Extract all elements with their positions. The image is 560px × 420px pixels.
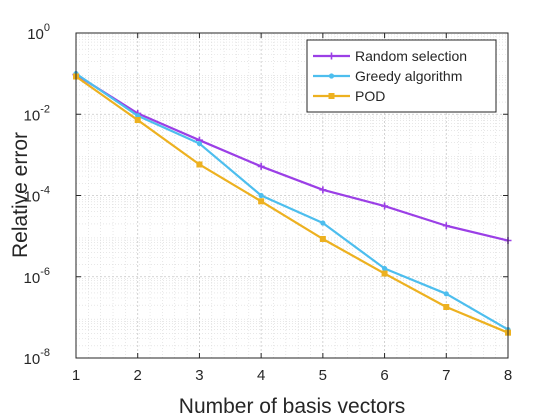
x-tick-labels: 1 2 3 4 5 6 7 8 — [72, 367, 512, 384]
legend-item: Random selection — [313, 48, 467, 64]
x-tick-label: 3 — [195, 367, 203, 384]
data-point — [319, 235, 326, 242]
x-tick-label: 4 — [257, 367, 265, 384]
legend-label: Random selection — [355, 48, 467, 64]
y-tick-label: 10-8 — [24, 347, 50, 368]
minor-grid — [76, 33, 508, 358]
series-line — [75, 75, 509, 334]
data-point — [134, 117, 141, 124]
legend-swatch-marker — [328, 93, 335, 99]
data-point — [258, 192, 264, 199]
x-tick-label: 7 — [442, 367, 450, 384]
data-point — [196, 140, 203, 147]
data-point — [381, 270, 388, 277]
series-line — [75, 72, 509, 331]
data-point — [381, 265, 388, 272]
data-point — [442, 222, 450, 230]
data-point — [320, 220, 326, 226]
data-point — [258, 198, 265, 205]
x-tick-label: 6 — [380, 367, 388, 384]
x-tick-label: 2 — [134, 367, 142, 384]
data-point — [319, 186, 327, 194]
x-axis-title: Number of basis vectors — [179, 395, 405, 418]
y-axis-title: Relative error — [9, 132, 32, 258]
data-point — [135, 113, 141, 119]
x-tick-label: 5 — [319, 367, 327, 384]
data-point — [381, 202, 389, 210]
y-tick-label: 10-2 — [24, 103, 50, 124]
x-tick-label: 8 — [504, 367, 512, 384]
data-point — [443, 291, 449, 297]
data-point — [443, 304, 450, 311]
legend-label: Greedy algorithm — [355, 68, 462, 84]
legend-swatch-marker — [328, 52, 335, 60]
series-line — [75, 73, 509, 242]
axis-ticks — [75, 32, 509, 359]
legend-item: POD — [313, 88, 385, 104]
legend-label: POD — [355, 88, 385, 104]
y-tick-labels: 10-8 10-6 10-4 10-2 100 — [24, 22, 50, 368]
y-tick-label: 100 — [27, 22, 50, 43]
y-tick-label: 10-4 — [24, 185, 50, 206]
x-tick-label: 1 — [72, 367, 80, 384]
legend-item: Greedy algorithm — [313, 68, 462, 84]
data-point — [257, 162, 265, 170]
legend-swatch-marker — [328, 73, 335, 79]
y-tick-label: 10-6 — [24, 266, 50, 287]
data-point — [196, 161, 203, 168]
legend: Random selection Greedy algorithm POD — [306, 39, 497, 113]
